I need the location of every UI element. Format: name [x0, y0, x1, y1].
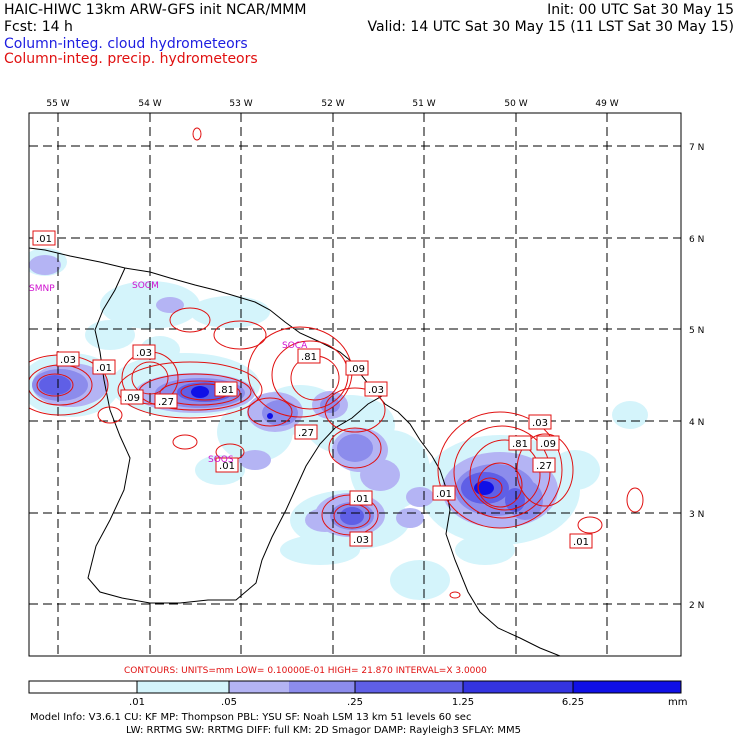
contour-label: .81	[297, 348, 321, 364]
contour-label: .03	[528, 414, 552, 430]
precip-field-label: Column-integ. precip. hydrometeors	[4, 51, 258, 67]
lat-lon-grid	[29, 113, 681, 656]
coastline	[29, 247, 561, 656]
colorbar: .01 .05 .25 1.25 6.25 mm	[28, 680, 687, 708]
svg-text:.09: .09	[540, 439, 556, 450]
svg-text:.27: .27	[158, 397, 174, 408]
lat-label: 6 N	[689, 235, 704, 245]
cloud-hydrometeor-shading	[29, 248, 648, 600]
lon-label: 53 W	[229, 99, 252, 109]
svg-text:.03: .03	[368, 385, 384, 396]
svg-text:.81: .81	[301, 352, 317, 363]
lat-label: 4 N	[689, 418, 704, 428]
lat-label: 2 N	[689, 601, 704, 611]
contour-label: .03	[56, 351, 80, 367]
lat-labels: 7 N 6 N 5 N 4 N 3 N 2 N	[689, 143, 704, 611]
colorbar-bin	[573, 681, 681, 693]
colorbar-bin	[355, 681, 463, 693]
station-group: SMNP SOCM SOCA SOOS	[29, 281, 308, 465]
station-label: SOCA	[282, 341, 308, 351]
svg-text:.27: .27	[298, 428, 314, 439]
contour-label: .01	[92, 359, 116, 375]
contour-label: .81	[508, 435, 532, 451]
lat-label: 3 N	[689, 510, 704, 520]
contour-label: .27	[532, 457, 556, 473]
colorbar-label: .25	[347, 697, 363, 708]
lon-label: 52 W	[321, 99, 344, 109]
contour-label: .09	[345, 360, 369, 376]
plot-title: HAIC-HIWC 13km ARW-GFS init NCAR/MMM	[4, 2, 307, 18]
svg-text:.01: .01	[219, 461, 235, 472]
contour-label: .01	[215, 457, 239, 473]
colorbar-bin	[229, 681, 289, 693]
contour-label: .27	[154, 393, 178, 409]
lon-label: 54 W	[138, 99, 161, 109]
colorbar-bin	[289, 681, 355, 693]
contour-label: .01	[32, 230, 56, 246]
svg-text:.01: .01	[36, 234, 52, 245]
colorbar-bin	[29, 681, 137, 693]
svg-text:.01: .01	[573, 537, 589, 548]
contour-label: .03	[349, 531, 373, 547]
contour-label: .01	[432, 485, 456, 501]
contour-label: .01	[349, 490, 373, 506]
svg-text:.09: .09	[349, 364, 365, 375]
svg-text:.03: .03	[60, 355, 76, 366]
colorbar-bin	[137, 681, 229, 693]
contour-label: .01	[569, 533, 593, 549]
valid-time: Valid: 14 UTC Sat 30 May 15 (11 LST Sat …	[367, 19, 734, 35]
svg-text:.81: .81	[218, 385, 234, 396]
contour-label: .09	[536, 435, 560, 451]
axis-ticks	[57, 113, 681, 605]
lat-label: 7 N	[689, 143, 704, 153]
station-label: SOCM	[132, 281, 159, 291]
map-frame	[28, 112, 682, 657]
svg-text:.03: .03	[136, 348, 152, 359]
svg-text:.03: .03	[353, 535, 369, 546]
lon-label: 49 W	[595, 99, 618, 109]
model-info-line1: Model Info: V3.6.1 CU: KF MP: Thompson P…	[30, 712, 472, 723]
lon-label: 50 W	[504, 99, 527, 109]
lon-label: 51 W	[412, 99, 435, 109]
contour-label-group: .01 .03 .01 .03 .09 .27 .81 .81 .09 .03 …	[32, 230, 593, 549]
forecast-hour: Fcst: 14 h	[4, 19, 73, 35]
contour-label: .09	[120, 389, 144, 405]
colorbar-label: 1.25	[452, 697, 474, 708]
lon-label: 55 W	[46, 99, 69, 109]
colorbar-label: .05	[221, 697, 237, 708]
svg-text:.09: .09	[124, 393, 140, 404]
colorbar-units: mm	[668, 697, 687, 708]
svg-text:.01: .01	[96, 363, 112, 374]
contour-label: .03	[364, 381, 388, 397]
model-info-line2: LW: RRTMG SW: RRTMG DIFF: full KM: 2D Sm…	[126, 725, 522, 736]
lat-label: 5 N	[689, 326, 704, 336]
svg-text:.81: .81	[512, 439, 528, 450]
cloud-field-label: Column-integ. cloud hydrometeors	[4, 36, 248, 52]
svg-text:.03: .03	[532, 418, 548, 429]
colorbar-label: .01	[129, 697, 145, 708]
contours-info: CONTOURS: UNITS=mm LOW= 0.10000E-01 HIGH…	[124, 666, 487, 676]
contour-label: .03	[132, 344, 156, 360]
contour-label: .81	[214, 381, 238, 397]
colorbar-bin	[463, 681, 573, 693]
station-label: SOOS	[208, 455, 234, 465]
svg-text:.01: .01	[436, 489, 452, 500]
station-label: SMNP	[29, 284, 55, 294]
svg-text:.27: .27	[536, 461, 552, 472]
svg-text:.01: .01	[353, 494, 369, 505]
lon-labels: 55 W 54 W 53 W 52 W 51 W 50 W 49 W	[46, 99, 618, 109]
contour-label: .27	[294, 424, 318, 440]
init-time: Init: 00 UTC Sat 30 May 15	[547, 2, 734, 18]
colorbar-label: 6.25	[562, 697, 584, 708]
